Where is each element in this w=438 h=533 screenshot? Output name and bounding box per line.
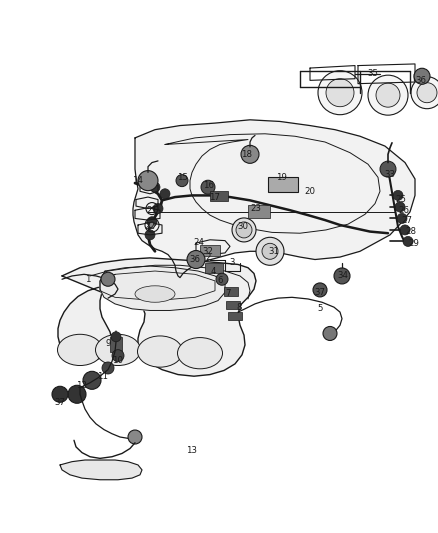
Bar [205, 263, 223, 273]
Circle shape [393, 190, 403, 200]
Circle shape [236, 222, 252, 238]
Bar [210, 191, 228, 201]
Polygon shape [133, 120, 415, 278]
Text: 36: 36 [190, 255, 201, 264]
Text: 22: 22 [145, 222, 155, 231]
Circle shape [403, 237, 413, 246]
Text: 20: 20 [304, 187, 315, 196]
Text: 12: 12 [77, 381, 88, 390]
Text: 2: 2 [205, 253, 211, 262]
Circle shape [83, 372, 101, 389]
Circle shape [414, 68, 430, 84]
Circle shape [68, 385, 86, 403]
Circle shape [397, 213, 407, 223]
Circle shape [326, 79, 354, 107]
Circle shape [128, 430, 142, 444]
Text: 10: 10 [113, 356, 124, 365]
Text: 35: 35 [367, 69, 378, 78]
Circle shape [313, 283, 327, 297]
Text: 13: 13 [187, 446, 198, 455]
Text: 34: 34 [338, 271, 349, 280]
Circle shape [145, 230, 155, 240]
Text: 25: 25 [396, 195, 406, 204]
Circle shape [334, 268, 350, 284]
Circle shape [417, 83, 437, 103]
Circle shape [395, 202, 405, 212]
Polygon shape [60, 460, 142, 480]
Circle shape [318, 71, 362, 115]
Bar [200, 245, 220, 256]
Bar [110, 337, 122, 352]
Circle shape [149, 222, 155, 228]
Text: 29: 29 [409, 239, 420, 248]
Text: 14: 14 [133, 176, 144, 185]
Text: 24: 24 [194, 238, 205, 247]
Text: 36: 36 [416, 76, 427, 85]
Text: 37: 37 [54, 398, 66, 407]
Text: 6: 6 [217, 276, 223, 285]
Text: 3: 3 [229, 259, 235, 268]
Circle shape [187, 251, 205, 269]
Text: 27: 27 [402, 215, 413, 224]
Text: 16: 16 [204, 181, 215, 190]
Text: 26: 26 [399, 206, 410, 215]
Circle shape [201, 180, 215, 194]
Text: 28: 28 [406, 227, 417, 236]
Circle shape [150, 182, 160, 192]
Circle shape [102, 362, 114, 374]
Circle shape [101, 272, 115, 286]
Ellipse shape [177, 337, 223, 369]
Text: 11: 11 [98, 372, 109, 381]
Text: 23: 23 [251, 204, 261, 213]
Circle shape [147, 217, 157, 227]
Polygon shape [100, 266, 225, 310]
Bar [224, 287, 238, 296]
Circle shape [111, 332, 121, 342]
Circle shape [153, 204, 163, 214]
Bar [268, 177, 298, 192]
Circle shape [216, 273, 228, 285]
Bar [228, 312, 242, 320]
Text: 37: 37 [314, 288, 325, 297]
Circle shape [368, 75, 408, 115]
Text: 15: 15 [177, 173, 188, 182]
Circle shape [376, 83, 400, 107]
Bar [226, 301, 240, 309]
Text: 1: 1 [85, 274, 91, 284]
Text: 33: 33 [385, 171, 396, 180]
Text: 4: 4 [210, 266, 216, 276]
Text: 32: 32 [202, 247, 213, 256]
Text: 5: 5 [317, 304, 323, 313]
Circle shape [241, 146, 259, 163]
Circle shape [138, 171, 158, 191]
Text: 7: 7 [225, 289, 231, 298]
Circle shape [176, 175, 188, 187]
Text: 19: 19 [276, 173, 286, 182]
Ellipse shape [95, 334, 141, 366]
Circle shape [323, 327, 337, 341]
Text: 30: 30 [237, 222, 248, 231]
Text: 21: 21 [146, 206, 158, 215]
Polygon shape [58, 258, 256, 376]
Ellipse shape [57, 334, 102, 366]
Circle shape [52, 386, 68, 402]
Circle shape [232, 218, 256, 242]
Text: 17: 17 [209, 192, 220, 201]
Circle shape [262, 243, 278, 259]
Ellipse shape [135, 286, 175, 302]
Circle shape [256, 237, 284, 265]
Ellipse shape [138, 336, 183, 367]
Text: 8: 8 [236, 303, 242, 312]
Circle shape [400, 225, 410, 235]
Circle shape [380, 161, 396, 177]
Circle shape [112, 350, 124, 362]
Text: 9: 9 [105, 339, 111, 348]
Text: 18: 18 [241, 150, 252, 159]
Circle shape [160, 189, 170, 199]
Circle shape [411, 77, 438, 109]
Text: 31: 31 [268, 247, 279, 256]
Bar [248, 205, 270, 217]
